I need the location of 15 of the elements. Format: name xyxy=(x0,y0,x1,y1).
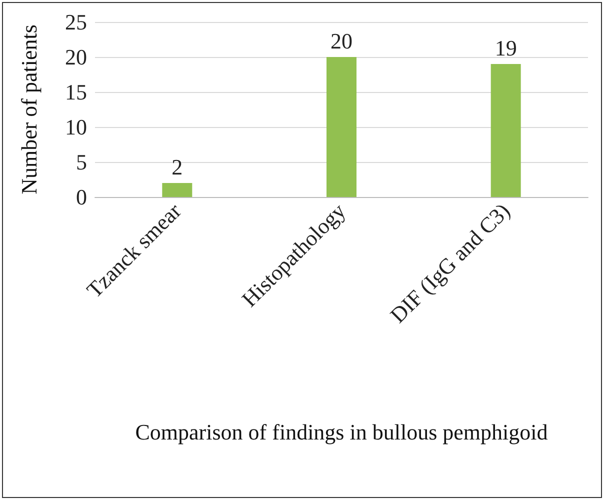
y-tick-label: 5 xyxy=(76,150,87,174)
y-tick-label: 0 xyxy=(76,184,87,210)
y-tick-label: 15 xyxy=(65,80,87,104)
y-tick-label: 10 xyxy=(65,114,87,140)
bar xyxy=(326,57,356,197)
y-tick-label: 25 xyxy=(65,10,87,34)
x-axis-title: Comparison of findings in bullous pemphigoid xyxy=(135,420,548,444)
data-label: 20 xyxy=(330,28,352,54)
data-label: 2 xyxy=(172,154,183,180)
data-label: 19 xyxy=(494,36,517,60)
bar xyxy=(162,183,192,197)
y-axis-title: Number of patients xyxy=(16,24,42,194)
x-tick-label: DIF (IgG and C3) xyxy=(385,198,515,328)
bar xyxy=(490,64,521,197)
y-tick-label: 20 xyxy=(65,44,87,70)
